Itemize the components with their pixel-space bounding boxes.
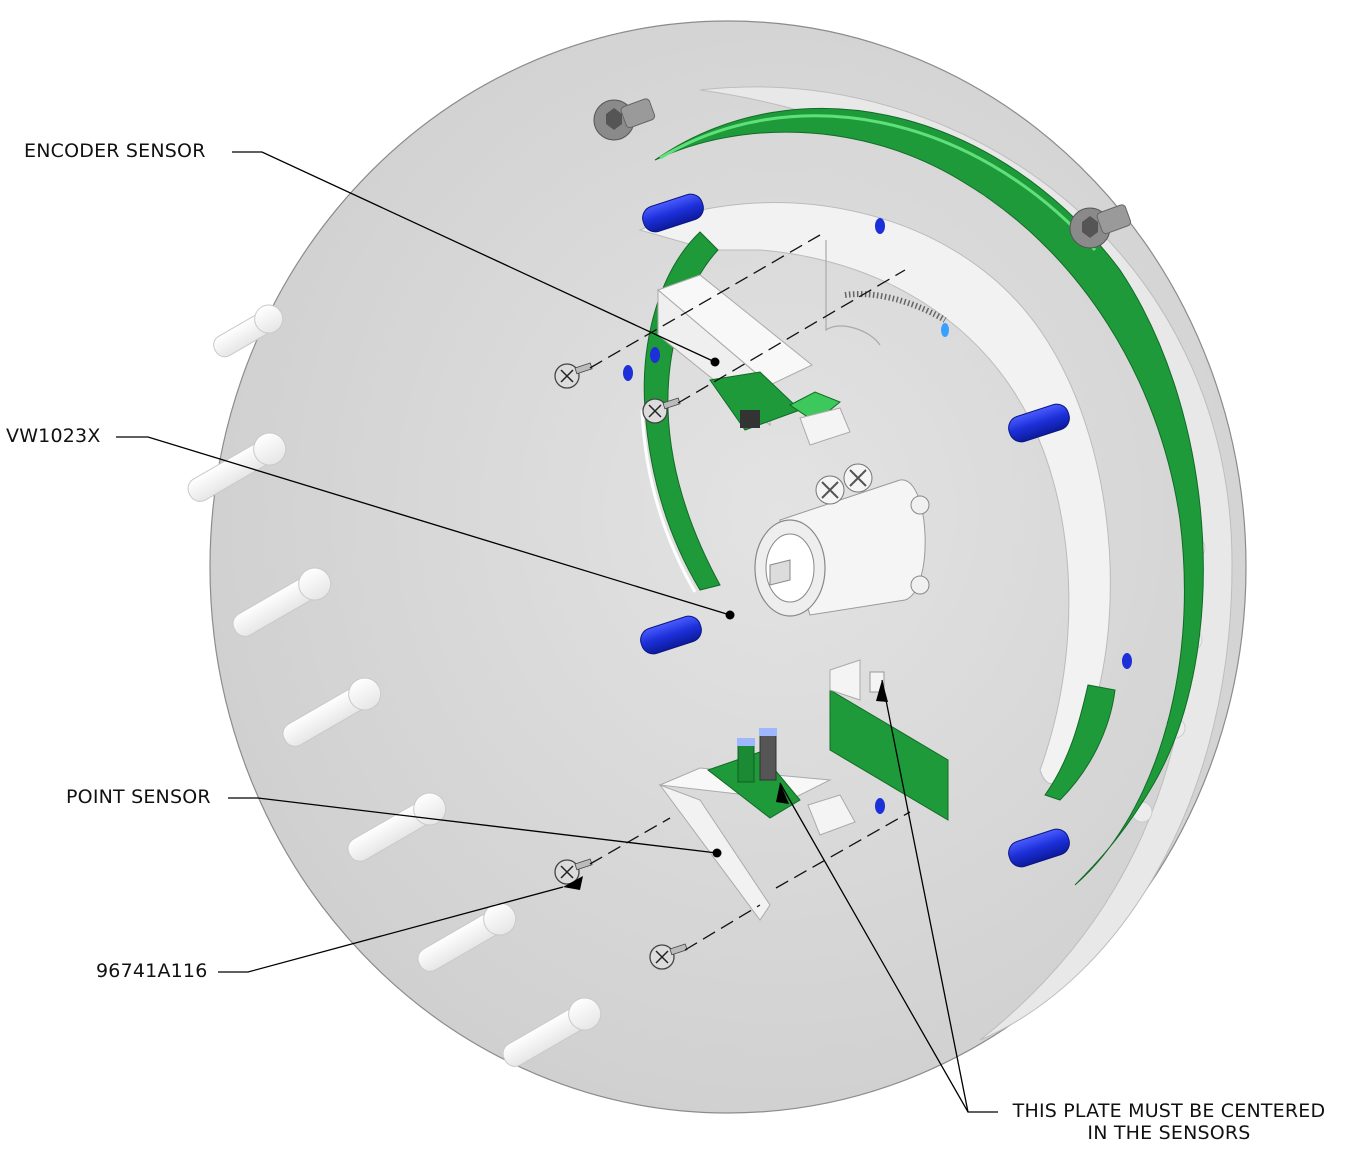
cap-screw-top-left xyxy=(593,98,656,141)
screw-4 xyxy=(649,943,688,970)
assembly-lines xyxy=(589,234,911,951)
standoff-top xyxy=(642,193,704,233)
mounting-holes xyxy=(623,218,1132,814)
label-plate-note: THIS PLATE MUST BE CENTERED IN THE SENSO… xyxy=(1004,1100,1334,1144)
leader-lines xyxy=(116,151,998,1113)
leader-dots xyxy=(710,357,735,858)
standoff-left-lower xyxy=(640,615,702,655)
screw-1 xyxy=(554,362,593,389)
standoff-right-upper xyxy=(1008,403,1070,443)
encoder-slot-disc xyxy=(825,240,949,346)
leader-arrowheads xyxy=(563,680,888,890)
shaft-hub xyxy=(754,463,930,617)
label-point-sensor: POINT SENSOR xyxy=(66,786,211,808)
screw-3 xyxy=(554,858,593,885)
label-plate-note-line2: IN THE SENSORS xyxy=(1087,1122,1251,1144)
standoff-right-lower xyxy=(1008,828,1070,868)
encoder-ring-strip xyxy=(654,107,1204,886)
pin-array xyxy=(187,304,602,1067)
label-screw-part: 96741A116 xyxy=(96,960,208,982)
cap-screw-top-right xyxy=(1069,204,1132,249)
label-vw1023x: VW1023X xyxy=(6,425,101,447)
screw-2 xyxy=(642,397,681,424)
label-plate-note-line1: THIS PLATE MUST BE CENTERED xyxy=(1012,1100,1326,1122)
encoder-sensor-assembly xyxy=(657,274,851,446)
label-encoder-sensor: ENCODER SENSOR xyxy=(24,140,206,162)
green-arc-right xyxy=(1044,684,1116,801)
